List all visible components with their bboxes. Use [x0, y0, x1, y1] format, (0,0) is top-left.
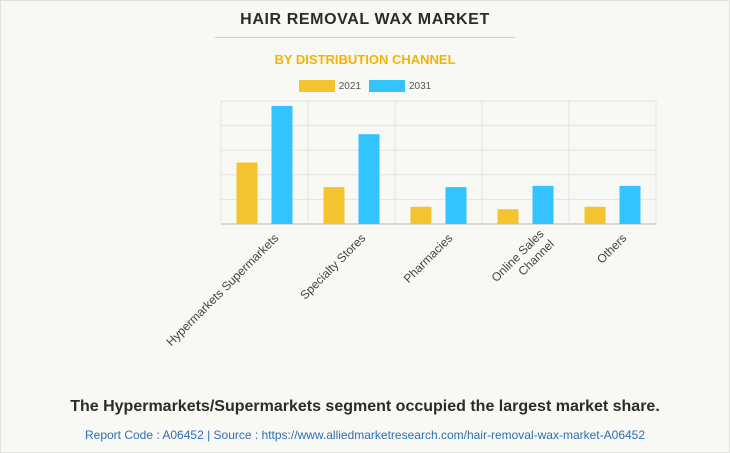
x-tick-label-line: Specialty Stores [297, 231, 368, 302]
bar-2031-0 [271, 105, 293, 224]
x-tick-label: Pharmacies [401, 231, 456, 286]
bar-2021-2 [410, 206, 432, 224]
bar-2021-1 [323, 187, 345, 224]
bar-2031-3 [532, 185, 554, 224]
bar-2031-2 [445, 187, 467, 224]
x-tick-label: Hypermarkets Supermarkets [164, 231, 282, 349]
bar-2031-1 [358, 134, 380, 224]
legend-item-2031: 2031 [369, 80, 431, 92]
x-tick-label: Specialty Stores [297, 231, 368, 302]
bar-2021-0 [236, 162, 258, 224]
legend-label-2031: 2031 [409, 80, 432, 92]
legend-swatch-2031 [369, 80, 405, 92]
bar-2031-4 [619, 185, 641, 224]
chart-subtitle: BY DISTRIBUTION CHANNEL [274, 52, 456, 67]
legend-item-2021: 2021 [298, 80, 361, 92]
bar-2021-4 [584, 206, 606, 224]
x-tick-label-line: Others [594, 231, 629, 266]
x-tick-label: Online SalesChannel [489, 227, 557, 295]
chart-caption: The Hypermarkets/Supermarkets segment oc… [70, 398, 660, 415]
legend-swatch-2021 [298, 80, 335, 92]
x-tick-label-line: Pharmacies [401, 231, 456, 286]
x-tick-label: Others [594, 231, 629, 266]
x-tick-label-line: Hypermarkets Supermarkets [164, 231, 282, 349]
source-footer[interactable]: Report Code : A06452 | Source : https://… [84, 428, 646, 442]
chart-title: HAIR REMOVAL WAX MARKET [240, 11, 490, 28]
legend-label-2021: 2021 [338, 80, 361, 92]
chart-legend: 2021 2031 [0, 80, 730, 92]
title-divider [215, 37, 515, 38]
bar-2021-3 [497, 209, 519, 224]
